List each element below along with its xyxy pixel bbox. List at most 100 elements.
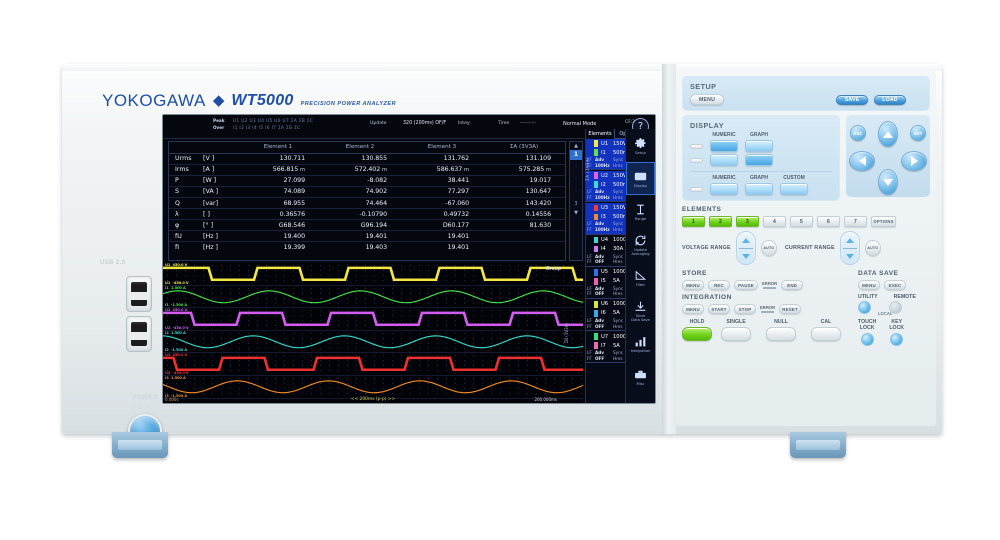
usb-port-2[interactable] (126, 316, 152, 352)
key-lock-label: KEY LOCK (889, 319, 905, 331)
nav-up-button[interactable] (878, 121, 898, 147)
current-range-down[interactable] (841, 248, 859, 264)
null-button[interactable] (766, 327, 796, 341)
element-button-2[interactable]: 2 (709, 216, 732, 227)
store-rec-button[interactable]: REC (708, 280, 730, 290)
element-button-3[interactable]: 3 (736, 216, 759, 227)
element-voltage-row[interactable]: U7 1000V (586, 332, 643, 341)
setup-save-button[interactable]: SAVE (836, 94, 868, 105)
scroller-next[interactable]: 3 (574, 201, 578, 207)
store-menu-button[interactable]: MENU (682, 280, 704, 290)
table-row: P [W ] 27.099 -8.082 38.441 19.017 (169, 174, 565, 187)
ff-key: FF (587, 291, 592, 297)
elements-options-button[interactable]: OPTIONS (871, 216, 896, 227)
hold-button[interactable] (682, 327, 712, 341)
table-row: Q [var] 68.955 74.464 -67.060 143.420 (169, 196, 565, 209)
element-button-6[interactable]: 6 (817, 216, 840, 227)
rail-item-store-data-save[interactable]: Store Data Save (626, 294, 655, 327)
touch-lock-button[interactable] (860, 333, 874, 346)
store-pause-button[interactable]: PAUSE (734, 280, 758, 290)
element-voltage-row[interactable]: U2 150V (586, 171, 643, 180)
setup-load-button[interactable]: LOAD (874, 94, 906, 105)
integration-reset-button[interactable]: RESET (779, 304, 802, 314)
usb-port-1[interactable] (126, 276, 152, 312)
rail-item-setup[interactable]: Setup (626, 129, 655, 162)
nav-left-button[interactable] (849, 151, 875, 171)
rail-item-display[interactable]: Display (626, 162, 655, 195)
rail-item-update-averaging[interactable]: Update Averaging (626, 228, 655, 261)
display-row2-dash-button[interactable] (690, 157, 703, 163)
rail-item-misc[interactable]: Misc (626, 360, 655, 393)
element-current-row[interactable]: I2 500mA (586, 180, 643, 189)
single-button[interactable] (721, 327, 751, 341)
element-current-row[interactable]: I4 30A (586, 245, 643, 254)
voltage-auto-button[interactable]: AUTO (760, 240, 777, 256)
element-button-1[interactable]: 1 (682, 216, 705, 227)
instrument-screen[interactable]: Peak U1 U2 U3 U4 U5 U6 U7 ΣA ΣB ΣC Over I1… (163, 115, 655, 403)
tab-elements[interactable]: Elements (586, 129, 615, 139)
element-button-7[interactable]: 7 (844, 216, 867, 227)
datasave-menu-button[interactable]: MENU (858, 280, 880, 290)
waveform-group-label: Group (545, 266, 561, 272)
rail-item-integration[interactable]: Integration (626, 327, 655, 360)
integration-start-button[interactable]: START (708, 304, 730, 314)
element-button-4[interactable]: 4 (763, 216, 786, 227)
element-voltage-row[interactable]: U5 1000V (586, 268, 643, 277)
scroller-dot-3[interactable]: · (575, 189, 577, 195)
rail-item-range[interactable]: Range (626, 195, 655, 228)
element-scroller[interactable]: ▲ 1 · · · 3 ▼ (569, 141, 583, 261)
integration-stop-button[interactable]: STOP (734, 304, 756, 314)
waveform-area[interactable]: U1 450.0 V U1 -450.0 V I1 1.500 A I1 -1.… (163, 263, 583, 403)
display-row3-dash-button[interactable] (690, 186, 703, 192)
cal-button[interactable] (811, 327, 841, 341)
element-current-row[interactable]: I3 500mA (586, 212, 643, 221)
hres-key: Hres (613, 194, 623, 200)
display-row2-numeric-button[interactable] (710, 154, 738, 166)
store-end-button[interactable]: END (781, 280, 804, 290)
display-row3-graph-button[interactable] (745, 183, 773, 195)
scroller-selected[interactable]: 1 (570, 150, 582, 160)
screen-icon-rail[interactable]: Setup Display Range Update Averaging Filter St… (625, 129, 655, 403)
display-row3-custom-button[interactable] (780, 183, 808, 195)
scroller-dot-2[interactable]: · (575, 176, 577, 182)
element-voltage-row[interactable]: U1 150V (586, 139, 643, 148)
display-row2-graph-button[interactable] (745, 154, 773, 166)
voltage-range-up[interactable] (737, 232, 755, 248)
nav-down-button[interactable] (878, 169, 898, 195)
mode-indicator: Normal Mode (563, 121, 597, 127)
waveform-trace (163, 380, 583, 394)
element-current-row[interactable]: I5 5A (586, 277, 643, 286)
element-current-row[interactable]: I1 500mA (586, 148, 643, 157)
setup-menu-button[interactable]: MENU (690, 94, 724, 105)
remote-button[interactable] (889, 301, 902, 314)
scroll-down-icon[interactable]: ▼ (574, 210, 578, 216)
voltage-color-swatch (594, 204, 598, 212)
row-symbol: Irms (169, 163, 203, 176)
display-row1-graph-button[interactable] (745, 140, 773, 152)
integration-menu-button[interactable]: MENU (682, 304, 704, 314)
display-row1-dash-button[interactable] (690, 143, 703, 149)
cell-value: 19.400 (237, 230, 319, 242)
set-button[interactable]: SET (910, 125, 926, 141)
element-voltage-row[interactable]: U3 150V (586, 203, 643, 212)
scroll-up-icon[interactable]: ▲ (574, 143, 578, 149)
current-auto-button[interactable]: AUTO (864, 240, 881, 256)
datasave-exec-button[interactable]: EXEC (884, 280, 906, 290)
voltage-range-down[interactable] (737, 248, 755, 264)
rail-item-filter[interactable]: Filter (626, 261, 655, 294)
utility-button[interactable] (858, 301, 871, 314)
current-range-up[interactable] (841, 232, 859, 248)
element-current-row[interactable]: I7 5A (586, 341, 643, 350)
display-row3-numeric-button[interactable] (710, 183, 738, 195)
nav-right-button[interactable] (901, 151, 927, 171)
element-current-row[interactable]: I6 5A (586, 309, 643, 318)
voltage-range-stepper[interactable] (735, 231, 756, 265)
element-voltage-row[interactable]: U6 1000V (586, 300, 643, 309)
esc-button[interactable]: ESC (850, 125, 866, 141)
key-lock-button[interactable] (890, 333, 904, 346)
element-button-5[interactable]: 5 (790, 216, 813, 227)
display-row1-numeric-button[interactable] (710, 140, 738, 152)
current-range-stepper[interactable] (839, 231, 860, 265)
element-voltage-row[interactable]: U4 1000V (586, 236, 643, 245)
scroller-dot-1[interactable]: · (575, 163, 577, 169)
